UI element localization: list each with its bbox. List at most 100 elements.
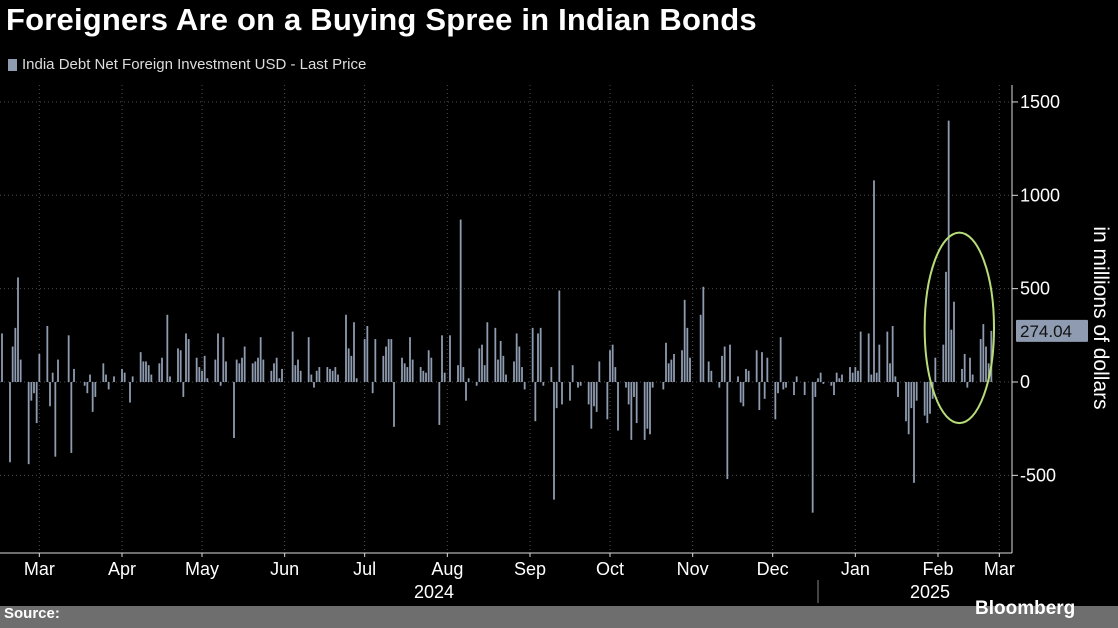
year-label-1: 2025 xyxy=(910,582,950,602)
bar-142 xyxy=(561,382,563,405)
bar-124 xyxy=(497,359,499,382)
bar-250 xyxy=(987,363,990,382)
bar-158 xyxy=(627,382,630,405)
y-tick-label-4: -500 xyxy=(1020,465,1056,485)
bar-105 xyxy=(422,370,425,382)
bar-99 xyxy=(401,357,403,382)
bar-75 xyxy=(307,337,310,382)
bar-113 xyxy=(457,365,459,382)
bar-32 xyxy=(139,352,142,382)
bar-39 xyxy=(166,314,169,382)
bar-230 xyxy=(913,382,915,483)
bar-111 xyxy=(443,372,446,382)
bar-68 xyxy=(275,357,278,382)
bar-176 xyxy=(702,286,705,382)
bar-152 xyxy=(606,382,609,420)
bar-212 xyxy=(849,367,851,382)
bar-240 xyxy=(950,329,953,382)
bar-34 xyxy=(145,361,147,382)
bar-196 xyxy=(779,337,782,382)
bar-251 xyxy=(990,330,993,382)
footer-bar xyxy=(0,606,1118,628)
bar-205 xyxy=(819,372,822,382)
bar-125 xyxy=(499,340,502,382)
bar-127 xyxy=(505,374,507,382)
bar-186 xyxy=(742,382,745,407)
bar-51 xyxy=(214,359,217,382)
bar-93 xyxy=(374,339,377,382)
bar-96 xyxy=(387,339,390,382)
y-tick-label-2: 500 xyxy=(1020,279,1050,299)
bar-170 xyxy=(673,353,675,382)
y-axis-label: in millions of dollars xyxy=(1089,226,1112,409)
bar-84 xyxy=(337,374,339,382)
bar-123 xyxy=(494,327,497,382)
bar-100 xyxy=(403,363,406,382)
bar-92 xyxy=(371,382,374,394)
bar-165 xyxy=(651,382,654,388)
bar-6 xyxy=(27,382,30,465)
bar-67 xyxy=(273,363,275,382)
bar-171 xyxy=(681,350,683,382)
bar-95 xyxy=(385,346,387,382)
bar-159 xyxy=(630,382,633,440)
bar-130 xyxy=(518,346,521,382)
bar-245 xyxy=(969,357,971,382)
bar-87 xyxy=(350,355,353,382)
bar-60 xyxy=(243,346,246,382)
bar-107 xyxy=(427,350,430,382)
bar-243 xyxy=(963,353,966,382)
bar-192 xyxy=(763,382,766,399)
bar-27 xyxy=(113,376,115,382)
bar-13 xyxy=(51,372,54,382)
x-tick-label-12: Mar xyxy=(984,559,1015,579)
bar-241 xyxy=(953,301,955,382)
bar-139 xyxy=(553,382,555,500)
bar-85 xyxy=(345,314,347,382)
x-tick-label-0: Mar xyxy=(24,559,55,579)
bar-137 xyxy=(542,382,545,386)
bar-177 xyxy=(707,361,710,382)
bar-26 xyxy=(107,382,110,390)
bar-149 xyxy=(593,382,595,407)
bar-223 xyxy=(889,363,891,382)
bar-167 xyxy=(665,342,667,382)
bar-189 xyxy=(755,350,758,382)
bar-117 xyxy=(467,378,470,382)
bar-2 xyxy=(11,346,14,382)
bar-129 xyxy=(515,333,518,382)
bar-80 xyxy=(326,367,329,382)
x-tick-label-4: Jul xyxy=(353,559,376,579)
bar-14 xyxy=(54,382,57,457)
x-tick-label-3: Jun xyxy=(270,559,299,579)
bar-70 xyxy=(281,368,283,382)
bar-169 xyxy=(670,359,673,382)
bar-38 xyxy=(161,357,163,382)
bar-143 xyxy=(569,382,571,401)
bar-63 xyxy=(257,357,259,382)
bar-10 xyxy=(38,353,41,382)
bar-238 xyxy=(945,271,947,382)
bar-236 xyxy=(934,357,937,382)
x-tick-label-6: Sep xyxy=(514,559,546,579)
bar-110 xyxy=(441,335,443,382)
bar-211 xyxy=(841,374,843,382)
x-tick-label-9: Dec xyxy=(757,559,789,579)
bar-182 xyxy=(726,382,729,480)
bar-50 xyxy=(206,378,209,382)
bar-227 xyxy=(905,382,907,422)
bar-163 xyxy=(646,382,649,429)
bar-148 xyxy=(590,382,593,429)
bar-44 xyxy=(185,333,187,382)
bar-35 xyxy=(147,365,150,382)
bar-199 xyxy=(793,382,795,396)
bar-28 xyxy=(121,368,123,382)
x-tick-label-11: Feb xyxy=(922,559,953,579)
bar-62 xyxy=(254,361,257,382)
bar-101 xyxy=(406,367,409,382)
bar-102 xyxy=(409,337,411,382)
bar-193 xyxy=(766,357,769,382)
bar-89 xyxy=(355,378,358,382)
bar-41 xyxy=(177,348,179,382)
bar-54 xyxy=(222,337,225,382)
